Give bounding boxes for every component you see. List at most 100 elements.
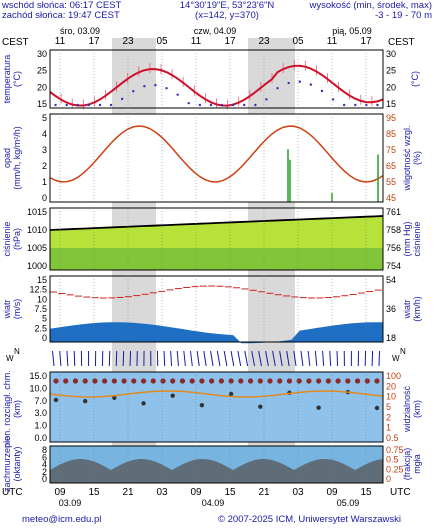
dewpoint-dot: [165, 86, 168, 90]
tick-left-vert: 15.0: [29, 371, 47, 381]
tick-left-prec: 5: [42, 113, 47, 123]
cloud-layer-marker: [374, 405, 380, 411]
wind-axis-label-right: wiatr: [402, 299, 412, 319]
bottom-hour-label: 09: [54, 487, 66, 498]
cloud-layer-marker: [228, 391, 234, 397]
wind-direction-arrow: [176, 350, 179, 367]
tick-right-pres: 754: [386, 261, 401, 271]
compass-w: W: [6, 354, 14, 363]
cloud-top-marker: [218, 378, 224, 384]
tick-right-wind: 18: [386, 333, 396, 343]
tick-right-wind: 54: [386, 275, 396, 285]
tick-right-wind: 36: [386, 304, 396, 314]
tick-left-prec: 2: [42, 161, 47, 171]
tick-left-temp: 25: [37, 66, 47, 76]
dewpoint-dot: [331, 98, 335, 101]
cloud-top-marker: [247, 378, 254, 384]
tick-left-wind: 12.5: [29, 285, 47, 295]
wind-direction-arrow: [378, 350, 381, 367]
tick-right-temp: 15: [386, 99, 396, 109]
dewpoint-dot: [320, 89, 324, 93]
fog-axis-label: (frakcja): [402, 448, 412, 481]
cloud-top-marker: [374, 378, 380, 384]
tick-left-prec: 1: [42, 177, 47, 187]
cloud-top-marker: [53, 378, 59, 384]
cloud-top-marker: [286, 378, 293, 384]
cloud-top-marker: [131, 378, 137, 384]
elevation-label: wysokość (min, środek, max): [309, 0, 432, 11]
top-hour-label: 23: [258, 36, 270, 47]
top-hour-label: 17: [360, 36, 372, 47]
dewpoint-dot: [132, 90, 135, 93]
bottom-date-label: 05.09: [337, 498, 360, 508]
dewpoint-dot: [98, 103, 102, 107]
tick-left-pres: 1010: [27, 225, 47, 235]
tick-right-cloud: 0: [386, 474, 391, 484]
dewpoint-dot: [76, 103, 79, 107]
dewpoint-dot: [376, 103, 379, 107]
panel-frame-prec: [49, 113, 384, 203]
cloud-top-marker: [82, 378, 88, 384]
panel-bg-prec: [50, 114, 383, 202]
top-day-label: śro, 03.09: [60, 26, 100, 36]
dewpoint-dot: [65, 103, 68, 107]
tick-right-pres: 758: [386, 225, 401, 235]
bottom-hour-label: 21: [258, 487, 270, 498]
dewpoint-dot: [187, 101, 190, 105]
tick-right-vert: 2: [386, 412, 391, 422]
tick-right-vert: 0.5: [386, 433, 399, 443]
cloud-top-marker: [199, 378, 205, 384]
bottom-hour-label: 21: [122, 487, 134, 498]
wind-direction-arrow: [223, 350, 228, 367]
dewpoint-dot: [287, 81, 290, 85]
cloud-top-marker: [364, 378, 370, 384]
tick-left-pres: 1005: [27, 243, 47, 253]
dewpoint-dot: [365, 103, 368, 107]
cloud-layer-marker: [141, 401, 146, 406]
top-hour-label: 11: [327, 36, 338, 47]
temp-line: [49, 64, 384, 107]
cloud-layer-marker: [258, 404, 263, 409]
compass-n-right: N: [400, 347, 406, 356]
tick-left-pres: 1015: [27, 207, 47, 217]
compass-w-right: W: [392, 354, 400, 363]
cloud-top-marker: [267, 378, 273, 384]
tick-right-vert: 1: [386, 423, 391, 433]
tick-right-cloud: 0.75: [386, 445, 404, 455]
cloud-top-marker: [354, 378, 361, 384]
tick-right-temp: 30: [386, 49, 396, 59]
tick-right-prec: 85: [386, 129, 396, 139]
wind-direction-arrow: [189, 350, 193, 367]
panel-bg-vert: [50, 372, 383, 442]
wind-direction-arrow: [216, 350, 221, 367]
wind-direction-arrow: [237, 350, 242, 367]
fog-axis-label: mgła: [412, 454, 422, 474]
temperature-axis-label: (°C): [12, 71, 22, 87]
temperature-unit-right: (°C): [410, 71, 420, 87]
bottom-hour-label: 15: [360, 487, 372, 498]
top-hour-label: 11: [191, 36, 202, 47]
contact-email-link[interactable]: meteo@icm.edu.pl: [22, 514, 102, 525]
top-hour-label: 11: [55, 36, 66, 47]
cloud-top-marker: [257, 378, 263, 384]
wind-direction-arrow: [196, 350, 200, 367]
dewpoint-dot: [120, 97, 124, 101]
tick-right-vert: 20: [386, 381, 396, 391]
cloud-top-marker: [209, 378, 215, 384]
tick-right-vert: 10: [386, 392, 396, 402]
wind-direction-arrow: [279, 350, 283, 367]
wind-direction-arrow: [203, 350, 207, 367]
cloud-top-marker: [160, 378, 166, 384]
wind-direction-arrow: [265, 350, 269, 367]
tick-left-cloud: 2: [42, 467, 47, 477]
panel-frame-wind: [49, 275, 384, 343]
tick-left-wind: 0: [42, 333, 47, 343]
cloud-top-marker: [306, 378, 312, 384]
tick-left-vert: 7.0: [34, 396, 47, 406]
wind-direction-arrow: [314, 350, 318, 367]
cloud-layer-marker: [199, 403, 205, 408]
panel-frame-temp: [49, 49, 384, 109]
wind-direction-arrow: [115, 350, 118, 367]
tick-right-cloud: 0.5: [386, 455, 399, 465]
precip-axis-label: opad: [2, 148, 12, 168]
